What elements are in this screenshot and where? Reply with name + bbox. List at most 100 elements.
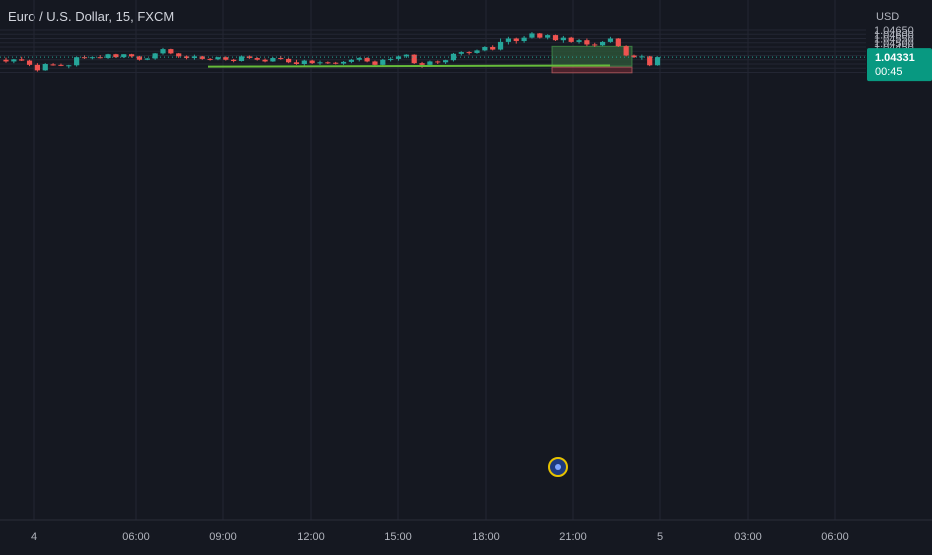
- time-tick-label: 03:00: [734, 531, 762, 543]
- candle-body[interactable]: [474, 50, 480, 53]
- time-tick-label: 4: [31, 531, 37, 543]
- candle-body[interactable]: [411, 54, 417, 64]
- candle-body[interactable]: [238, 56, 245, 62]
- candle-body[interactable]: [615, 38, 621, 47]
- time-tick-label: 18:00: [472, 531, 500, 543]
- candle-body[interactable]: [490, 47, 496, 50]
- candle-body[interactable]: [513, 38, 519, 42]
- candle-body[interactable]: [42, 64, 48, 71]
- candle-body[interactable]: [168, 49, 174, 54]
- candle-body[interactable]: [286, 58, 292, 63]
- candle-body[interactable]: [160, 49, 166, 54]
- candle-body[interactable]: [443, 60, 449, 63]
- chart-title: Euro / U.S. Dollar, 15, FXCM: [8, 9, 175, 24]
- candle-body[interactable]: [458, 52, 464, 54]
- candle-body[interactable]: [191, 56, 197, 59]
- candle-body[interactable]: [654, 57, 661, 66]
- candle-body[interactable]: [560, 37, 566, 41]
- candle-body[interactable]: [152, 53, 158, 59]
- candle-body[interactable]: [309, 60, 315, 64]
- candle-body[interactable]: [348, 59, 354, 62]
- candle-body[interactable]: [364, 58, 370, 62]
- candle-body[interactable]: [584, 40, 590, 45]
- candle-body[interactable]: [450, 53, 457, 61]
- candle-body[interactable]: [176, 53, 182, 57]
- candle-body[interactable]: [340, 61, 347, 64]
- candle-body[interactable]: [647, 56, 653, 66]
- candle-body[interactable]: [89, 57, 95, 59]
- price-tick-label: 1.04650: [874, 25, 914, 37]
- support-line[interactable]: [207, 64, 611, 68]
- candle-body[interactable]: [58, 64, 64, 66]
- candle-body[interactable]: [3, 59, 9, 62]
- candle-body[interactable]: [262, 59, 268, 62]
- candle-body[interactable]: [270, 58, 276, 62]
- candle-body[interactable]: [419, 63, 425, 65]
- candle-body[interactable]: [403, 54, 409, 57]
- candle-body[interactable]: [207, 58, 213, 60]
- candle-body[interactable]: [66, 65, 72, 67]
- candle-body[interactable]: [435, 61, 441, 63]
- candle-body[interactable]: [427, 61, 433, 65]
- candle-body[interactable]: [183, 56, 190, 59]
- candle-body[interactable]: [246, 56, 252, 59]
- profit-zone[interactable]: [551, 45, 633, 67]
- candle-body[interactable]: [356, 58, 362, 60]
- candle-body[interactable]: [552, 35, 559, 41]
- candle-body[interactable]: [607, 38, 614, 42]
- candle-body[interactable]: [223, 57, 229, 60]
- candle-body[interactable]: [388, 58, 394, 60]
- candle-body[interactable]: [639, 56, 645, 58]
- currency-label: USD: [876, 11, 899, 23]
- candle-body[interactable]: [325, 62, 331, 64]
- current-price-label: 1.04331: [875, 52, 915, 64]
- candle-body[interactable]: [537, 33, 543, 38]
- candle-body[interactable]: [623, 46, 629, 56]
- candle-body[interactable]: [26, 60, 33, 65]
- candle-body[interactable]: [380, 59, 386, 65]
- candle-body[interactable]: [50, 64, 56, 66]
- candle-body[interactable]: [34, 64, 40, 71]
- candle-body[interactable]: [521, 37, 527, 42]
- candle-body[interactable]: [482, 47, 488, 51]
- candle-body[interactable]: [317, 62, 323, 64]
- candle-body[interactable]: [113, 54, 119, 58]
- candle-body[interactable]: [105, 54, 111, 59]
- candle-body[interactable]: [19, 59, 25, 61]
- price-tick-label: 1.04500: [874, 38, 914, 50]
- candle-body[interactable]: [293, 62, 300, 64]
- candle-body[interactable]: [631, 55, 637, 58]
- candle-body[interactable]: [254, 58, 260, 60]
- candle-body[interactable]: [568, 37, 574, 42]
- candle-body[interactable]: [545, 35, 551, 38]
- candle-body[interactable]: [11, 59, 17, 62]
- candle-body[interactable]: [97, 57, 103, 59]
- candle-body[interactable]: [81, 57, 88, 59]
- time-tick-label: 12:00: [297, 531, 325, 543]
- candle-body[interactable]: [395, 56, 402, 59]
- candle-body[interactable]: [136, 56, 143, 60]
- candle-body[interactable]: [121, 54, 127, 58]
- candle-body[interactable]: [505, 38, 511, 42]
- candle-body[interactable]: [592, 44, 598, 46]
- candle-body[interactable]: [333, 62, 339, 64]
- candle-body[interactable]: [301, 60, 307, 64]
- candle-body[interactable]: [231, 59, 237, 62]
- candle-body[interactable]: [129, 54, 135, 57]
- candle-body[interactable]: [497, 41, 504, 50]
- time-tick-label: 21:00: [559, 531, 587, 543]
- candle-body[interactable]: [576, 40, 582, 42]
- candle-body[interactable]: [74, 57, 80, 66]
- candle-body[interactable]: [215, 57, 221, 60]
- candle-body[interactable]: [278, 58, 284, 60]
- candle-body[interactable]: [372, 61, 378, 65]
- candle-body[interactable]: [466, 52, 472, 54]
- candle-body[interactable]: [199, 56, 205, 59]
- candle-body[interactable]: [529, 33, 535, 38]
- candle-body[interactable]: [144, 58, 150, 60]
- candle-body[interactable]: [600, 41, 606, 46]
- loss-zone[interactable]: [551, 66, 633, 74]
- event-marker-dot-icon: [555, 464, 561, 470]
